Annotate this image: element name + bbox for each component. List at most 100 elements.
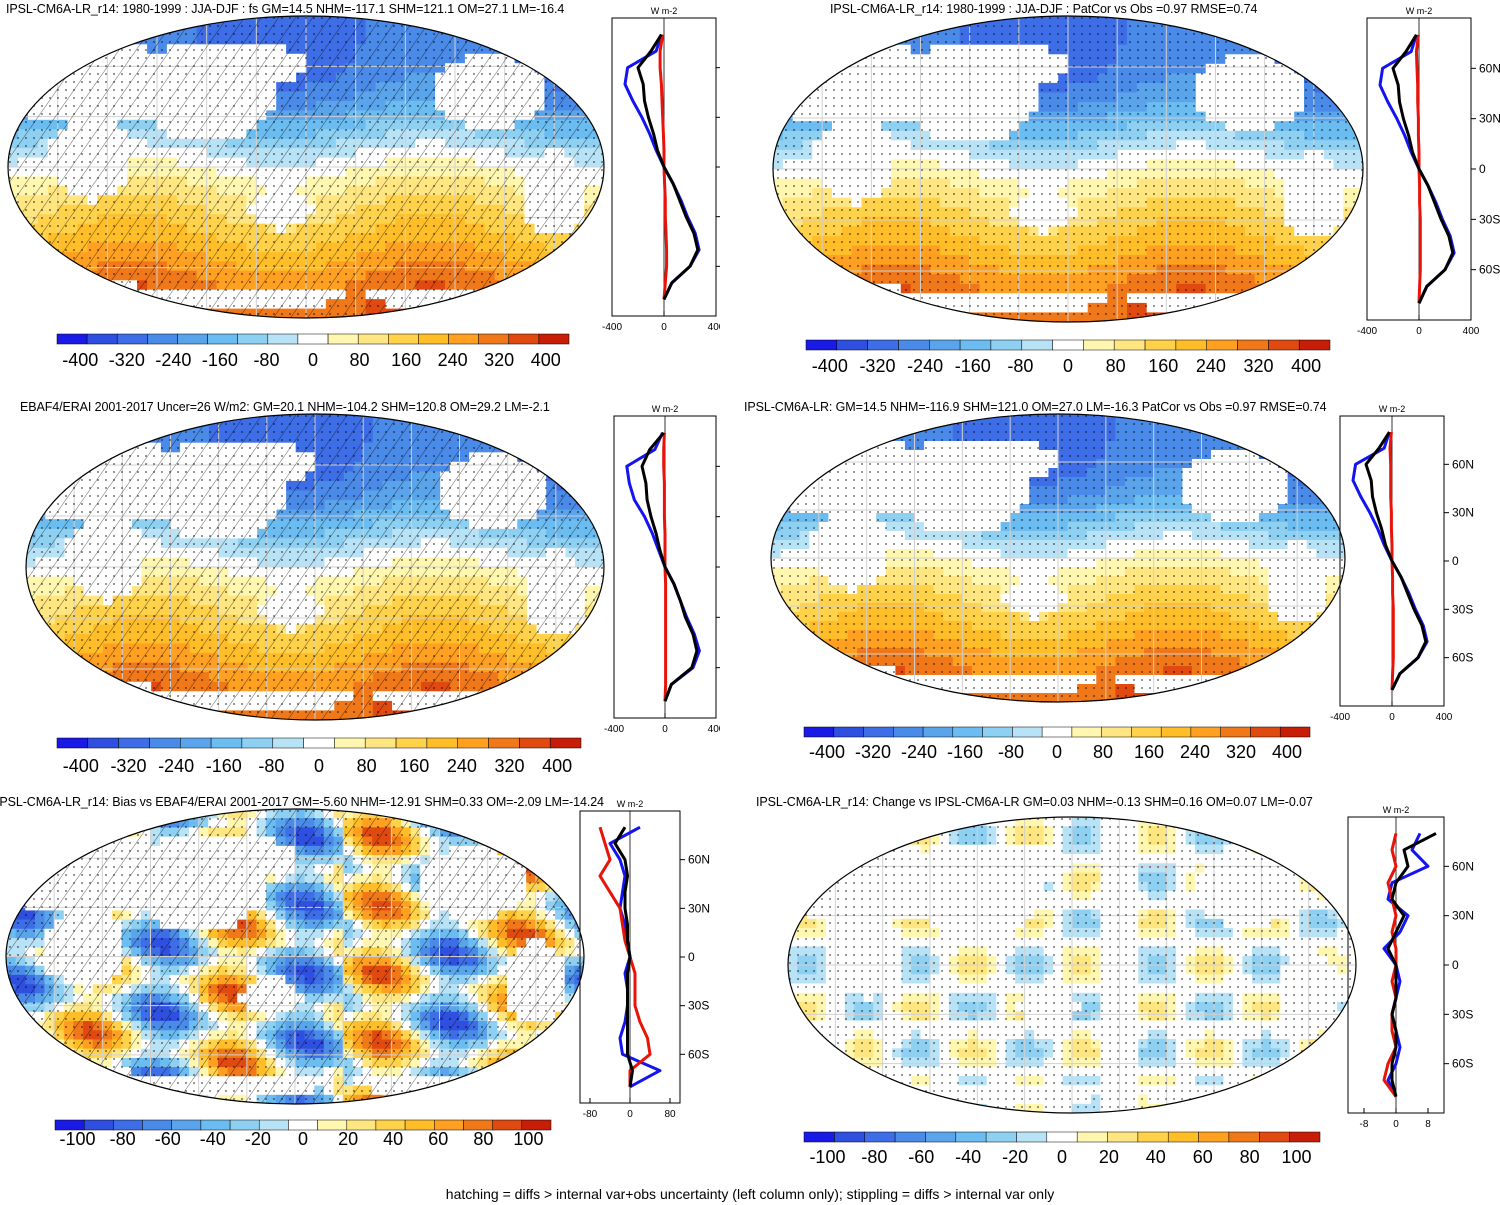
map-cell xyxy=(97,289,108,300)
map-cell xyxy=(792,274,804,285)
map-cell xyxy=(74,442,85,453)
map-cell xyxy=(1284,25,1295,36)
map-cell xyxy=(575,442,586,453)
map-cell xyxy=(594,91,604,102)
panel-fs-patcor: IPSL-CM6A-LR_r14: 1980-1999 : JJA-DJF : … xyxy=(760,0,1500,380)
map-cell xyxy=(574,251,585,262)
map-cell xyxy=(464,299,476,310)
map-cell xyxy=(122,423,133,434)
map-cell xyxy=(871,293,882,304)
map-cell xyxy=(554,63,565,74)
map-outline xyxy=(7,15,605,319)
map-cell xyxy=(87,299,98,310)
map-cell xyxy=(1353,245,1363,256)
map-cell xyxy=(546,433,557,444)
map-cell xyxy=(584,44,595,55)
map-cell xyxy=(26,490,37,501)
map-cell xyxy=(1304,54,1315,65)
colorbar-label: -240 xyxy=(155,350,191,370)
map-cell xyxy=(455,25,466,36)
map-cell xyxy=(17,251,29,262)
map-cell xyxy=(574,233,585,244)
map-cell xyxy=(430,414,441,425)
map-cell xyxy=(1274,16,1285,27)
map-cell xyxy=(45,414,56,425)
map-cell xyxy=(47,280,59,291)
colorbar-label: -80 xyxy=(1007,356,1033,376)
map-cell xyxy=(1343,54,1354,65)
map-cell xyxy=(517,433,528,444)
map-cell xyxy=(554,280,565,291)
map-cell xyxy=(35,414,46,425)
map-cell xyxy=(504,16,516,26)
map-cell xyxy=(534,53,545,64)
map-cell xyxy=(37,251,49,262)
map-cell xyxy=(1284,312,1295,322)
map-cell xyxy=(584,299,595,310)
map-cell xyxy=(103,423,114,434)
map-cell xyxy=(812,73,823,84)
map-cell xyxy=(584,280,595,291)
map-cell xyxy=(555,452,566,463)
map-cell xyxy=(574,289,585,300)
map-cell xyxy=(792,245,804,256)
map-cell xyxy=(35,423,46,434)
map-cell xyxy=(782,92,794,103)
map-cell xyxy=(147,25,158,36)
map-cell xyxy=(57,308,69,318)
map-cell xyxy=(524,53,535,64)
map-cell xyxy=(27,270,39,281)
map-cell xyxy=(1353,16,1363,27)
map-cell xyxy=(773,16,784,27)
map-cell xyxy=(841,293,853,304)
map-cell xyxy=(1333,274,1344,285)
colorbar-swatch xyxy=(1021,339,1053,351)
map-cell xyxy=(484,289,496,300)
map-cell xyxy=(584,72,595,83)
map-cell xyxy=(891,302,902,314)
map-cell xyxy=(47,299,59,310)
map-cell xyxy=(186,308,198,318)
map-cell xyxy=(494,16,506,26)
map-field xyxy=(26,414,604,720)
map-cell xyxy=(27,251,39,262)
map-cell xyxy=(594,223,604,234)
map-cell xyxy=(8,270,19,281)
map-cell xyxy=(832,312,843,322)
map-cell xyxy=(27,289,39,300)
lat-tick-label: 0 xyxy=(1479,162,1486,176)
map-cell xyxy=(822,44,833,55)
map-cell xyxy=(27,261,39,272)
map-cell xyxy=(773,293,784,304)
map-cell xyxy=(584,480,595,492)
map-cell xyxy=(773,274,784,285)
map-cell xyxy=(27,299,39,310)
map-cell xyxy=(507,414,518,425)
map-cell xyxy=(574,308,585,318)
map-cell xyxy=(594,423,604,434)
map-cell xyxy=(1353,111,1363,122)
map-cell xyxy=(832,283,843,294)
map-cell xyxy=(792,312,804,322)
map-cell xyxy=(822,283,833,294)
map-cell xyxy=(176,308,188,318)
map-cell xyxy=(782,73,794,84)
map-cell xyxy=(564,25,575,36)
map-cell xyxy=(199,414,210,425)
map-cell xyxy=(1353,274,1363,285)
map-cell xyxy=(851,302,863,314)
map-cell xyxy=(910,16,922,27)
map-cell xyxy=(594,480,604,492)
map-cell xyxy=(17,299,29,310)
map-cell xyxy=(792,302,804,314)
map-cell xyxy=(45,442,56,453)
map-cell xyxy=(107,25,118,36)
map-cell xyxy=(526,414,538,425)
map-cell xyxy=(37,242,49,253)
map-cell xyxy=(594,251,604,262)
map-cell xyxy=(8,308,19,318)
map-cell xyxy=(584,423,595,434)
map-cell xyxy=(1274,312,1285,322)
map-cell xyxy=(773,25,784,36)
